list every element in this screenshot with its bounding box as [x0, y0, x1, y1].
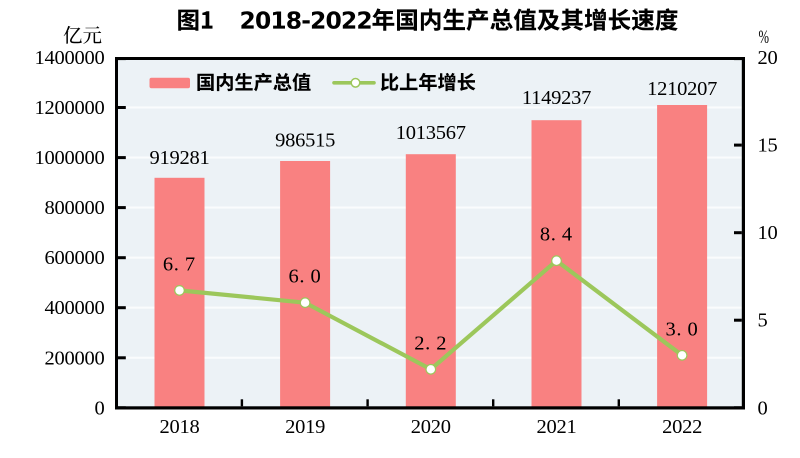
svg-text:1013567: 1013567	[396, 122, 466, 144]
svg-text:400000: 400000	[45, 297, 105, 319]
svg-text:15: 15	[758, 135, 778, 157]
svg-text:1000000: 1000000	[35, 147, 105, 169]
svg-text:0: 0	[311, 266, 321, 288]
svg-text:2: 2	[414, 332, 424, 354]
svg-text:20: 20	[758, 47, 778, 69]
svg-text:200000: 200000	[45, 347, 105, 369]
svg-text:.: .	[551, 224, 556, 246]
svg-text:0: 0	[95, 397, 105, 419]
svg-text:.: .	[299, 266, 304, 288]
svg-text:2021: 2021	[537, 416, 577, 438]
svg-text:.: .	[174, 253, 179, 275]
svg-text:600000: 600000	[45, 247, 105, 269]
svg-text:7: 7	[185, 253, 195, 275]
svg-text:8: 8	[540, 224, 550, 246]
svg-text:4: 4	[562, 224, 572, 246]
svg-text:%: %	[759, 27, 770, 48]
svg-text:.: .	[676, 318, 681, 340]
svg-text:1200000: 1200000	[35, 97, 105, 119]
svg-text:2019: 2019	[285, 416, 325, 438]
svg-text:5: 5	[758, 310, 768, 332]
svg-text:6: 6	[163, 253, 173, 275]
svg-text:6: 6	[289, 266, 299, 288]
svg-text:1210207: 1210207	[647, 78, 717, 100]
svg-text:800000: 800000	[45, 197, 105, 219]
svg-text:1400000: 1400000	[35, 47, 105, 69]
svg-text:10: 10	[758, 222, 778, 244]
svg-text:3: 3	[666, 318, 676, 340]
svg-text:2022: 2022	[662, 416, 702, 438]
svg-text:986515: 986515	[275, 129, 335, 151]
svg-text:2018: 2018	[160, 416, 200, 438]
svg-text:0: 0	[758, 397, 768, 419]
svg-text:0: 0	[688, 318, 698, 340]
svg-text:1149237: 1149237	[522, 87, 591, 109]
svg-text:919281: 919281	[150, 147, 210, 169]
svg-text:2: 2	[436, 332, 446, 354]
svg-text:2020: 2020	[411, 416, 451, 438]
svg-text:.: .	[425, 332, 430, 354]
